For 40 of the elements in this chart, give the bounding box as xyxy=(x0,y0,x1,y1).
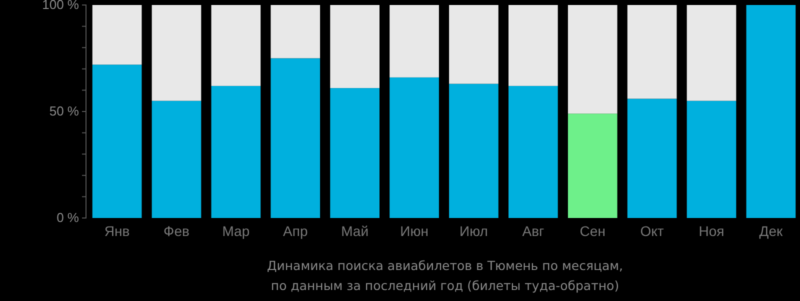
x-tick-label: Апр xyxy=(283,222,308,239)
text: по данным за последний год (билеты туда-обратно) xyxy=(270,278,620,293)
y-tick-label: 0 % xyxy=(56,210,80,226)
x-tick-label: Авг xyxy=(522,222,544,239)
y-tick-label: 100 % xyxy=(42,0,80,12)
bar xyxy=(390,5,439,78)
bar xyxy=(449,84,498,218)
bar xyxy=(152,5,202,101)
bar xyxy=(152,100,202,218)
bar xyxy=(92,64,142,218)
bar xyxy=(568,114,618,218)
bar xyxy=(211,86,261,218)
text: Динамика поиска авиабилетов в Тюмень по месяцам, xyxy=(266,258,624,273)
bar xyxy=(270,5,320,58)
bar xyxy=(627,5,677,99)
bar xyxy=(686,5,736,101)
x-tick-label: Окт xyxy=(640,222,664,239)
y-tick-label: 50 % xyxy=(49,104,80,119)
x-tick-label: Сен xyxy=(580,222,606,239)
bar xyxy=(449,5,498,84)
bar xyxy=(92,5,142,65)
x-tick-label: Май xyxy=(341,222,369,239)
x-tick-label: Янв xyxy=(104,222,130,239)
x-tick-label: Июл xyxy=(460,222,488,239)
bar xyxy=(568,5,618,114)
x-tick-label: Мар xyxy=(222,222,250,239)
bar xyxy=(211,5,261,86)
bar xyxy=(330,5,380,88)
bar xyxy=(270,58,320,218)
x-tick-label: Июн xyxy=(400,222,428,239)
bar xyxy=(686,100,736,218)
x-tick-label: Дек xyxy=(759,222,784,239)
x-tick-label: Фев xyxy=(164,222,190,239)
bar xyxy=(627,98,677,218)
bar xyxy=(508,5,558,86)
bar xyxy=(746,5,796,218)
bar xyxy=(508,86,558,218)
x-tick-label: Ноя xyxy=(698,222,724,239)
bar xyxy=(330,88,380,218)
bar xyxy=(390,77,439,218)
